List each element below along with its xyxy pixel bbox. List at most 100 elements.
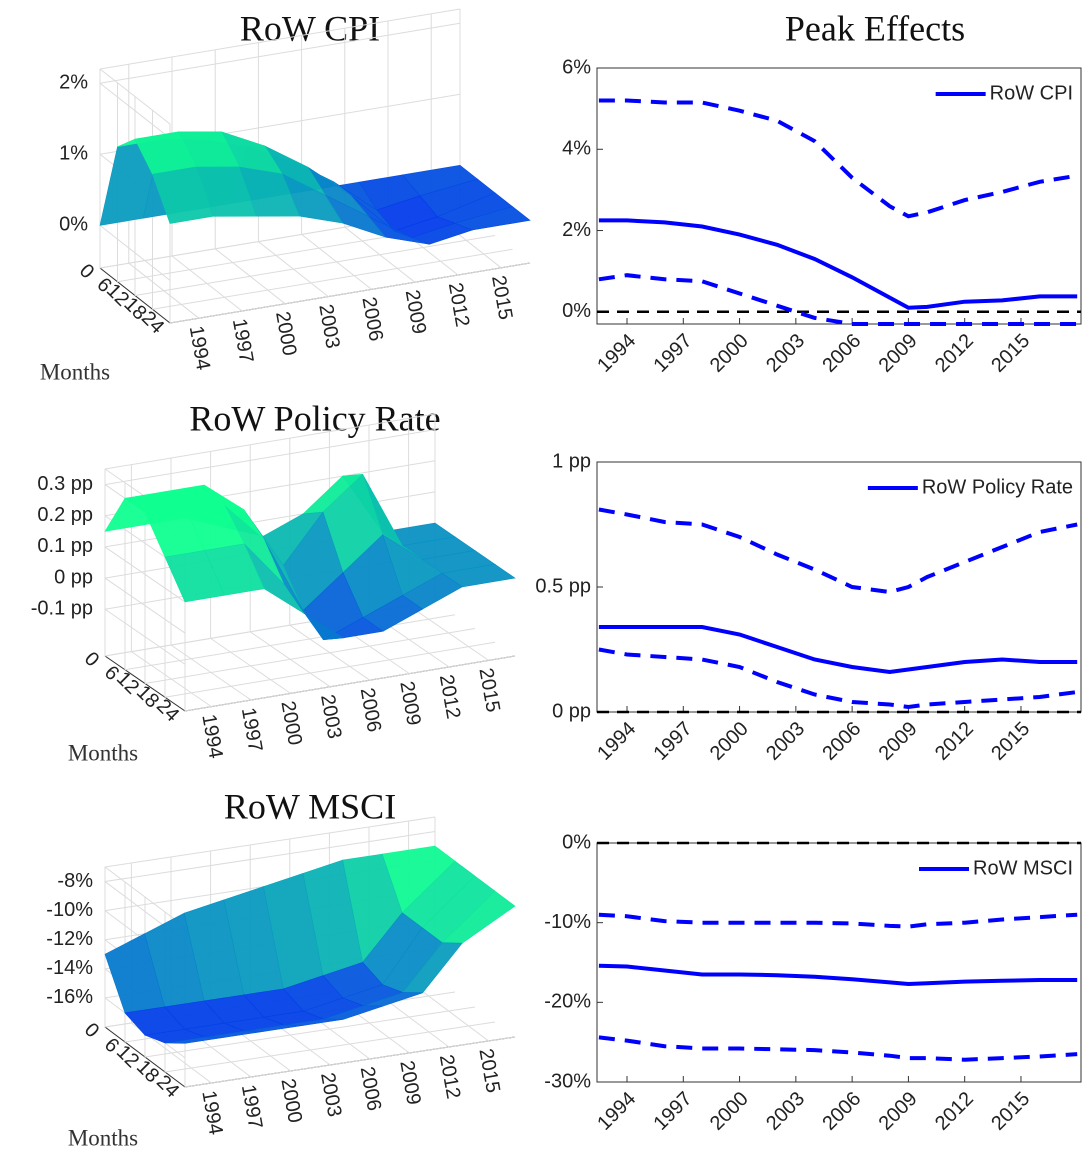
chart-title: RoW Policy Rate	[189, 398, 440, 438]
x-tick-label: 2006	[818, 1088, 865, 1135]
grid-line	[169, 262, 531, 324]
z-tick-label: -0.1 pp	[31, 598, 93, 620]
y-tick-label: -30%	[544, 1070, 591, 1092]
grid-line	[134, 235, 496, 296]
x-tick-label: 2000	[706, 718, 753, 765]
grid-line	[152, 248, 513, 310]
axis-label: Months	[68, 1125, 138, 1150]
grid-line	[104, 429, 436, 486]
z-tick-label: 0 pp	[54, 566, 93, 588]
x-tick-label: 2006	[818, 718, 865, 765]
y-tick-label: 0.5 pp	[535, 575, 591, 597]
y-tick-label: 0%	[562, 300, 591, 322]
axis-label: Months	[68, 740, 138, 765]
y-tick-label: -10%	[544, 911, 591, 933]
x-tick-label: 2009	[875, 1088, 922, 1135]
x-tick-label: 2015	[987, 718, 1034, 765]
y-tick-label: 4%	[562, 138, 591, 160]
legend-label: RoW Policy Rate	[922, 476, 1073, 498]
surface-patch	[164, 550, 226, 603]
x-tick-label: 1994	[185, 324, 214, 372]
x-tick-label: 2009	[395, 680, 424, 728]
x-tick-label: 2015	[474, 1047, 503, 1095]
z-tick-label: -8%	[57, 870, 93, 892]
x-tick-label: 1994	[197, 713, 226, 761]
x-tick-label: 1994	[197, 1089, 226, 1137]
plot-frame	[596, 461, 1082, 713]
surface-patch	[152, 166, 214, 224]
x-tick-label: 2012	[931, 330, 978, 377]
z-tick-label: 0.3 pp	[37, 473, 93, 495]
x-tick-label: 1997	[650, 1088, 697, 1135]
z-tick-label: -10%	[46, 899, 93, 921]
grid-line	[184, 1036, 516, 1088]
series-line	[598, 647, 1078, 710]
axis-label: Months	[40, 359, 110, 384]
series-line	[598, 1035, 1078, 1062]
legend-label: RoW CPI	[990, 82, 1073, 104]
grid-line	[184, 655, 516, 712]
z-tick-label: 2%	[59, 71, 88, 93]
z-tick-label: -16%	[46, 986, 93, 1008]
series-line	[598, 963, 1078, 987]
x-tick-label: 2009	[401, 288, 430, 336]
y-tick-label: 6%	[562, 56, 591, 78]
x-tick-label: 2012	[931, 1088, 978, 1135]
x-tick-label: 2000	[271, 310, 300, 358]
x-tick-label: 2003	[316, 1071, 345, 1119]
y-tick-label: 2%	[562, 219, 591, 241]
series-line	[598, 912, 1078, 929]
y-tick-label: 0	[80, 648, 103, 671]
chart-title: Peak Effects	[785, 8, 965, 48]
x-tick-label: 2003	[762, 718, 809, 765]
x-tick-label: 2015	[474, 666, 503, 714]
series-line	[598, 218, 1078, 310]
x-tick-label: 2003	[762, 1088, 809, 1135]
series-line	[598, 625, 1078, 675]
z-tick-label: 0.2 pp	[37, 504, 93, 526]
z-tick-label: -12%	[46, 928, 93, 950]
x-tick-label: 1997	[228, 317, 257, 365]
grid-line	[164, 641, 496, 698]
x-tick-label: 1994	[593, 330, 640, 377]
box-edge	[99, 8, 461, 70]
z-tick-label: 0%	[59, 214, 88, 236]
x-tick-label: 2009	[395, 1059, 424, 1107]
chart-title: RoW MSCI	[224, 786, 396, 826]
x-tick-label: 1997	[237, 1083, 266, 1131]
z-tick-label: 0.1 pp	[37, 535, 93, 557]
x-tick-label: 2000	[706, 1088, 753, 1135]
x-tick-label: 2015	[487, 274, 516, 322]
y-tick-label: -20%	[544, 991, 591, 1013]
x-tick-label: 1994	[593, 718, 640, 765]
legend-label: RoW MSCI	[973, 857, 1073, 879]
x-tick-label: 2003	[762, 330, 809, 377]
plot-frame	[596, 67, 1082, 325]
grid-line	[104, 831, 436, 883]
x-tick-label: 2015	[987, 1088, 1034, 1135]
x-tick-label: 2012	[435, 1053, 464, 1101]
series-line	[598, 98, 1078, 219]
x-tick-label: 2015	[987, 330, 1034, 377]
x-tick-label: 2012	[435, 673, 464, 721]
x-tick-label: 2006	[818, 330, 865, 377]
series-line	[598, 273, 1078, 326]
x-tick-label: 2000	[706, 330, 753, 377]
series-line	[598, 507, 1078, 595]
grid-line	[124, 614, 456, 671]
z-tick-label: 1%	[59, 143, 88, 165]
grid-line	[164, 1021, 496, 1073]
x-tick-label: 2003	[316, 693, 345, 741]
grid-line	[99, 22, 461, 84]
y-tick-label: 1 pp	[552, 450, 591, 472]
grid-line	[144, 628, 476, 684]
box-edge	[104, 816, 436, 868]
box-edge	[104, 413, 436, 470]
y-tick-label: 0%	[562, 831, 591, 853]
x-tick-label: 1994	[593, 1088, 640, 1135]
x-tick-label: 2000	[276, 699, 305, 747]
x-tick-label: 2006	[357, 295, 386, 343]
x-tick-label: 2009	[875, 718, 922, 765]
surface-patch	[164, 1036, 225, 1044]
